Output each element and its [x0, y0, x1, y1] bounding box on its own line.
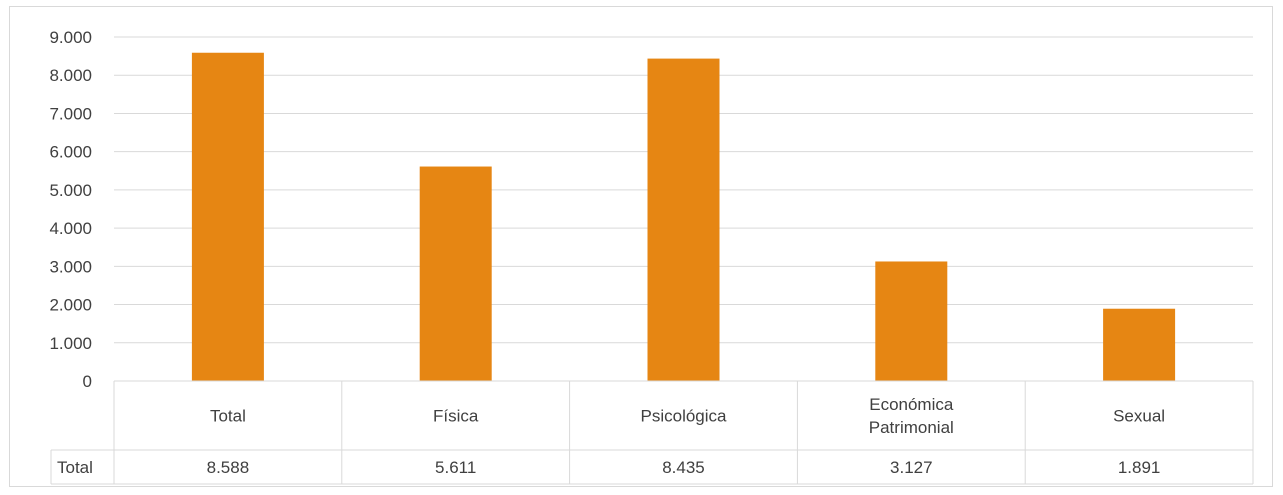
bars: [191, 52, 1176, 382]
category-label: Psicológica: [641, 407, 728, 426]
table-value-cell: 8.435: [662, 458, 705, 477]
y-tick-label: 1.000: [49, 334, 92, 353]
table-value-cell: 8.588: [207, 458, 250, 477]
bar: [419, 166, 492, 381]
y-tick-label: 5.000: [49, 181, 92, 200]
y-tick-label: 2.000: [49, 296, 92, 315]
y-tick-label: 3.000: [49, 257, 92, 276]
category-label: Económica Patrimonial: [869, 395, 954, 437]
bar: [1103, 308, 1176, 381]
bar: [647, 58, 720, 382]
table-value-cell: 1.891: [1118, 458, 1161, 477]
table-value-cell: 5.611: [435, 458, 476, 477]
category-label: Física: [433, 407, 479, 426]
bar: [875, 261, 948, 381]
y-tick-label: 6.000: [49, 143, 92, 162]
bar: [191, 52, 264, 381]
category-label: Total: [210, 407, 246, 426]
y-tick-label: 0: [83, 372, 92, 391]
category-label: Sexual: [1113, 407, 1165, 426]
y-tick-label: 7.000: [49, 104, 92, 123]
y-tick-label: 9.000: [49, 28, 92, 47]
table-row-header: Total: [57, 458, 93, 477]
y-tick-label: 8.000: [49, 66, 92, 85]
data-table: Total Física Psicológica Económica Patrimoni…: [50, 380, 1254, 485]
y-axis-tick-labels: 0 1.000 2.000 3.000 4.000 5.000 6.000 7.000 8.00…: [49, 28, 92, 391]
table-value-cell: 3.127: [890, 458, 933, 477]
y-tick-label: 4.000: [49, 219, 92, 238]
